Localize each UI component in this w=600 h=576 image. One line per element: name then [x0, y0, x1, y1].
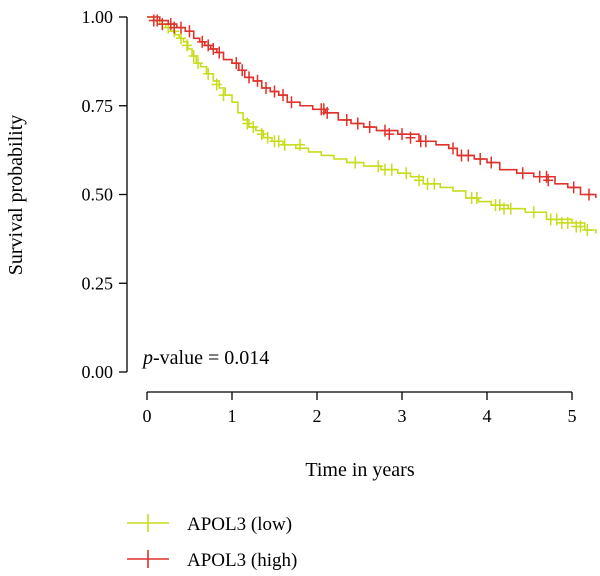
censor-mark [197, 35, 208, 48]
censor-mark [463, 149, 474, 162]
y-tick-label: 1.00 [82, 7, 114, 27]
censor-mark [471, 192, 482, 205]
censor-mark [279, 138, 290, 151]
censor-mark [373, 160, 384, 173]
censor-mark [584, 188, 594, 201]
censor-mark [543, 174, 554, 187]
x-tick-label: 1 [228, 406, 237, 426]
censor-mark [188, 50, 199, 63]
censor-mark [269, 85, 280, 98]
censor-mark [256, 128, 267, 141]
y-axis: 0.00 0.25 0.50 0.75 1.00 [82, 7, 128, 382]
censor-mark [181, 39, 192, 52]
legend-label: APOL3 (high) [187, 550, 297, 571]
series-layer [147, 14, 597, 236]
censor-mark [401, 167, 412, 180]
censor-mark [203, 67, 214, 80]
y-tick-label: 0.75 [82, 96, 114, 116]
x-tick-label: 2 [313, 406, 322, 426]
p-value-italic: p [141, 347, 153, 369]
censor-mark [475, 153, 486, 165]
censor-mark [218, 89, 229, 102]
censor-mark [386, 163, 397, 176]
legend-swatch [127, 550, 169, 568]
censor-mark [528, 206, 539, 219]
y-tick-label: 0.25 [82, 273, 114, 293]
survival-curve [147, 16, 597, 199]
censor-mark [286, 96, 297, 109]
censor-mark [184, 25, 195, 38]
censor-mark [364, 121, 375, 134]
censor-mark [295, 138, 305, 151]
censor-mark [448, 142, 458, 155]
censor-mark [582, 224, 593, 236]
censor-mark [157, 18, 168, 31]
legend-item-low: APOL3 (low) [127, 514, 292, 535]
p-value-annotation: p-value = 0.014 [141, 347, 269, 369]
legend-item-high: APOL3 (high) [127, 550, 297, 571]
censor-mark [176, 32, 186, 45]
censor-mark [486, 156, 497, 169]
y-tick-label: 0.00 [82, 362, 114, 382]
censor-mark [505, 202, 516, 215]
censor-mark [208, 42, 219, 55]
p-value-text: -value = 0.014 [153, 347, 269, 369]
censor-mark [242, 117, 253, 130]
censor-mark [420, 135, 431, 148]
y-axis-title: Survival probability [5, 115, 27, 276]
y-tick-label: 0.50 [82, 185, 114, 205]
legend-label: APOL3 (low) [187, 514, 292, 535]
censor-mark [278, 89, 288, 102]
censor-mark [551, 213, 562, 226]
x-axis-title: Time in years [305, 459, 414, 481]
censor-mark [517, 167, 528, 180]
censor-mark [176, 21, 186, 34]
censor-mark [203, 39, 214, 52]
series-high [147, 14, 597, 201]
x-tick-label: 4 [483, 406, 492, 426]
x-tick-label: 3 [398, 406, 407, 426]
censor-mark [322, 106, 333, 119]
censor-mark [562, 216, 573, 229]
censor-mark [214, 46, 225, 59]
censor-mark [262, 131, 273, 144]
x-axis: 0 1 2 3 4 5 [143, 391, 577, 426]
censor-mark [244, 71, 254, 84]
censor-mark [350, 156, 361, 169]
censor-mark [248, 121, 259, 134]
censor-mark [397, 128, 407, 141]
series-low [147, 16, 597, 236]
censor-mark [273, 135, 284, 148]
censor-mark [152, 14, 163, 27]
censor-mark [237, 64, 248, 77]
legend: APOL3 (low) APOL3 (high) [127, 514, 297, 571]
censor-mark [352, 117, 363, 130]
censor-mark [414, 174, 424, 187]
censor-mark [231, 57, 242, 70]
censor-mark [211, 78, 222, 91]
censor-mark [568, 181, 579, 194]
legend-swatch [127, 514, 169, 532]
censor-mark [384, 128, 395, 141]
censor-mark [429, 177, 440, 190]
censor-mark [341, 113, 352, 126]
censor-mark [261, 82, 271, 94]
x-tick-label: 0 [143, 406, 152, 426]
censor-mark [252, 74, 263, 87]
x-tick-label: 5 [568, 406, 577, 426]
censor-mark [193, 57, 203, 70]
censor-mark [575, 220, 586, 233]
censor-mark [405, 131, 416, 144]
